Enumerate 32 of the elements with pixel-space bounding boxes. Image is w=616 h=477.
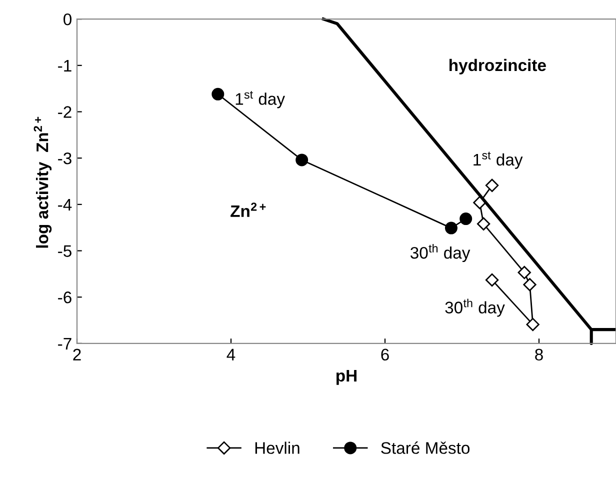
y-tick-label: -4 — [58, 199, 72, 210]
point — [485, 178, 499, 192]
point — [485, 273, 499, 287]
annotation: 1$^{st}$ day — [474, 152, 523, 169]
legend-label: Hevlin — [255, 442, 300, 454]
x-tick-label: 4 — [226, 348, 236, 360]
y-axis-title: log activity Zn$^{2+}$ — [34, 116, 52, 248]
y-tick-label: -1 — [58, 60, 72, 72]
point — [518, 266, 531, 280]
y-tick-label: -5 — [58, 245, 72, 257]
annotation: 30$^{th}$ day — [410, 244, 470, 262]
point — [460, 212, 472, 226]
point — [296, 154, 308, 166]
x-axis-title: pH — [336, 370, 356, 385]
point — [523, 278, 536, 292]
annotation: 30$^{th}$ day — [445, 298, 505, 317]
point — [444, 222, 458, 234]
y-tick-label: -7 — [58, 338, 72, 350]
point — [212, 88, 224, 100]
legend-label: Staré Město — [381, 442, 470, 454]
annotation: Zn$^{2+}$ — [230, 202, 266, 217]
x-tick-label: 2 — [73, 348, 81, 360]
y-tick-label: -3 — [58, 152, 72, 164]
x-tick-label: 8 — [535, 348, 543, 361]
y-tick-label: -6 — [58, 292, 72, 304]
x-tick-label: 6 — [381, 348, 389, 361]
annotation: 1$^{st}$ day — [236, 91, 285, 108]
y-tick-label: -2 — [58, 106, 72, 118]
annotation: hydrozincite — [450, 58, 546, 74]
y-tick-label: 0 — [64, 13, 72, 26]
point — [476, 217, 490, 230]
point — [526, 318, 540, 332]
